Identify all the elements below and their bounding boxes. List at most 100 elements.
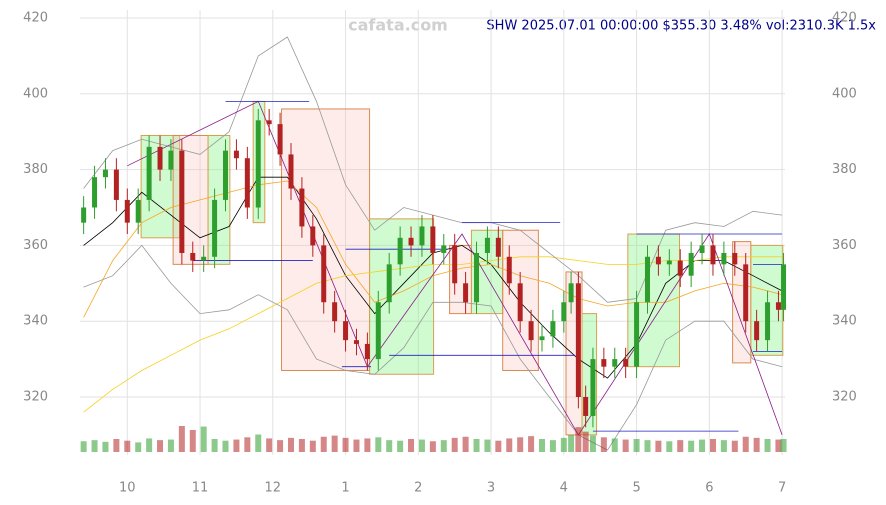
candle-body [463, 283, 469, 303]
volume-bar [342, 437, 349, 452]
volume-bar [549, 440, 556, 452]
y-tick-label: 380 [832, 162, 857, 177]
candle-body [474, 252, 480, 303]
candle-body [575, 283, 581, 397]
candle-body [550, 321, 556, 337]
candle-body [634, 302, 640, 367]
y-tick-label: 320 [23, 390, 48, 405]
candle-body [430, 226, 436, 253]
volume-bar [277, 440, 284, 452]
volume-bar [473, 439, 480, 452]
volume-bar [633, 439, 640, 452]
candle-body [419, 226, 425, 246]
candle-body [288, 154, 294, 189]
y-tick-label: 400 [23, 86, 48, 101]
volume-bar [266, 438, 273, 452]
y-tick-label: 360 [23, 238, 48, 253]
y-tick-label: 400 [832, 86, 857, 101]
volume-bar [91, 440, 98, 452]
y-tick-label: 380 [23, 162, 48, 177]
candle-body [146, 146, 152, 200]
volume-bar [309, 440, 316, 452]
volume-bar [102, 441, 109, 452]
volume-bar [764, 439, 771, 452]
candle-body [81, 207, 87, 223]
indicator-line [83, 244, 783, 451]
x-tick-label: 11 [192, 481, 209, 496]
candle-body [699, 245, 705, 253]
volume-bar [495, 440, 502, 452]
volume-bar [233, 439, 240, 452]
candle-body [484, 237, 490, 253]
volume-bar [484, 439, 491, 452]
volume-bar [320, 436, 327, 452]
volume-bar [178, 426, 185, 452]
volume-bar [255, 434, 262, 452]
volume-bar [699, 439, 706, 452]
candle-body [441, 245, 447, 253]
volume-bar [189, 429, 196, 452]
candle-body [168, 150, 174, 170]
volume-bar [742, 436, 749, 452]
volume-bar [731, 440, 738, 452]
candle-body [157, 146, 163, 170]
volume-bar [157, 440, 164, 452]
candle-body [765, 302, 771, 341]
candle-body [775, 302, 781, 310]
volume-bar [560, 437, 567, 452]
candle-body [353, 340, 359, 344]
volume-bar [211, 439, 218, 452]
volume-bar [298, 439, 305, 452]
candle-body [743, 264, 749, 322]
candle-body [299, 188, 305, 227]
volume-bar [600, 437, 607, 452]
volume-bar [200, 426, 207, 452]
candle-body [601, 359, 607, 367]
candle-body [397, 237, 403, 265]
volume-bar [655, 440, 662, 452]
candle-body [179, 150, 185, 253]
candle-body [321, 245, 327, 303]
volume-bar [709, 439, 716, 452]
volume-bar [167, 439, 174, 452]
candle-body [506, 256, 512, 284]
candle-body [561, 302, 567, 322]
candle-body [244, 158, 250, 208]
candle-body [408, 237, 414, 246]
volume-bar [375, 437, 382, 452]
candle-body [277, 124, 283, 155]
indicator-line [83, 256, 783, 413]
candle-body [710, 245, 716, 265]
volume-bar [80, 441, 87, 452]
volume-bar [124, 440, 131, 452]
candle-body [386, 264, 392, 303]
candle-body [754, 321, 760, 341]
volume-bar [589, 435, 596, 452]
volume-bar [688, 440, 695, 452]
candle-body [721, 252, 727, 265]
candle-body [113, 169, 119, 200]
x-tick-label: 3 [487, 481, 495, 496]
candle-body [310, 226, 316, 246]
volume-bar [113, 439, 120, 452]
y-tick-label: 320 [832, 390, 857, 405]
volume-bar [775, 439, 782, 452]
candle-body [612, 359, 618, 367]
volume-bar [666, 441, 673, 452]
candle-body [223, 150, 229, 200]
candle-body [677, 260, 683, 276]
volume-bar [386, 440, 393, 452]
x-tick-label: 12 [265, 481, 282, 496]
volume-bar [780, 438, 787, 452]
volume-bar [146, 438, 153, 452]
volume-bar [429, 441, 436, 452]
x-tick-label: 2 [414, 481, 422, 496]
y-tick-label: 340 [832, 314, 857, 329]
candle-body [201, 256, 207, 261]
candle-body [452, 245, 458, 284]
x-tick-label: 6 [705, 481, 713, 496]
x-tick-label: 4 [560, 481, 568, 496]
y-tick-label: 360 [832, 238, 857, 253]
